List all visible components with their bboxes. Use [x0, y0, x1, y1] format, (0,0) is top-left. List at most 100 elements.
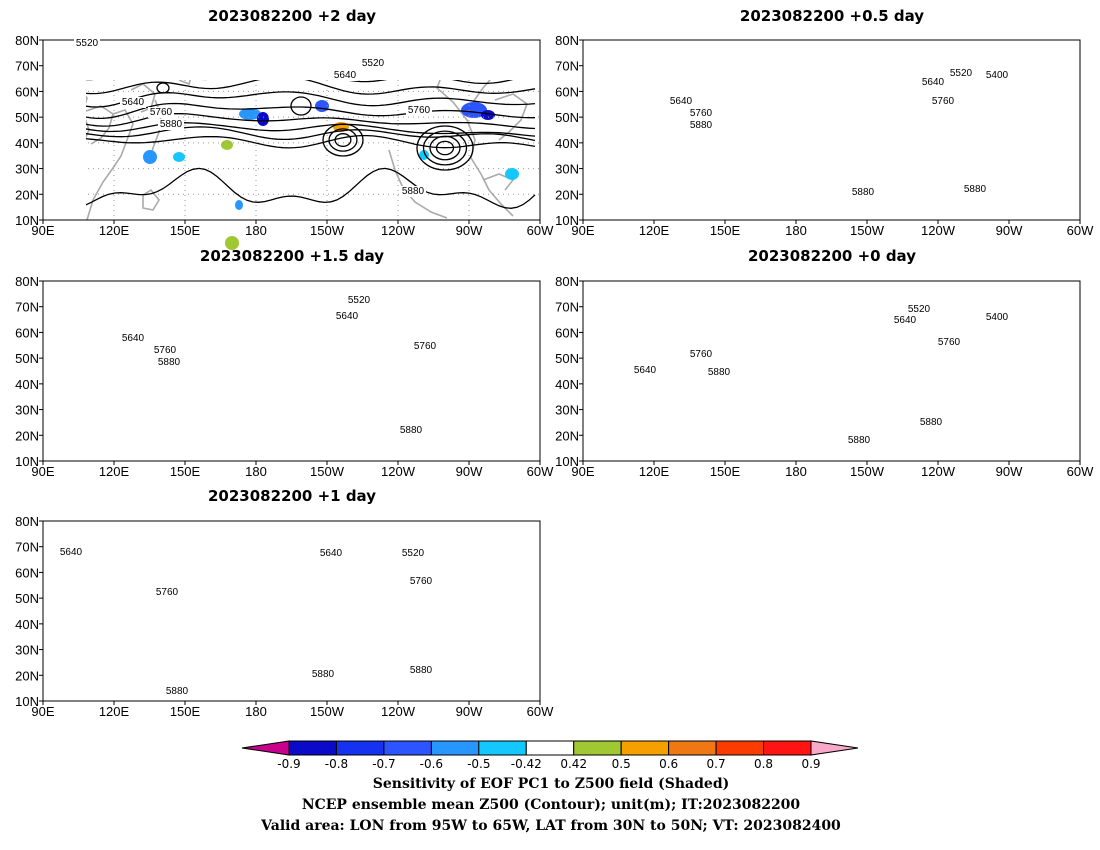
- closed-contour: [255, 529, 289, 540]
- coastline: [483, 415, 513, 431]
- contour-label: 5880: [690, 120, 713, 131]
- contour-label: 5880: [852, 187, 875, 198]
- colorbar-bin: [335, 740, 385, 756]
- lon-tick-label: 120W: [381, 223, 416, 238]
- z500-isoline: [86, 80, 536, 95]
- closed-contour: [407, 366, 435, 392]
- closed-contour: [429, 135, 461, 161]
- coastline: [583, 319, 629, 439]
- contour-label-bg: [120, 97, 146, 108]
- contour-label-bg: [936, 337, 962, 348]
- colorbar-bin: [383, 740, 432, 756]
- contour-label: 5640: [336, 311, 359, 322]
- sensitivity-blob: [103, 287, 153, 293]
- coastline: [143, 671, 159, 691]
- colorbar-tick-label: 0.7: [707, 757, 726, 771]
- lat-tick-label: 40N: [15, 617, 39, 632]
- closed-contour: [316, 46, 333, 51]
- lon-tick-label: 150E: [710, 223, 741, 238]
- contour-label-bg: [334, 311, 360, 322]
- contour-label-bg: [164, 686, 190, 697]
- sensitivity-blob: [157, 391, 169, 401]
- coastline: [86, 95, 90, 139]
- sensitivity-blob: [451, 595, 467, 605]
- contour-label-bg: [154, 587, 180, 598]
- contour-label-bg: [318, 548, 344, 559]
- z500-isoline: [583, 98, 1075, 125]
- z500-isoline: [43, 552, 535, 585]
- contour-labels: 5640 5640 5520 5760 5760 5880 5880 5880: [58, 547, 434, 697]
- contour-label: 5880: [848, 435, 871, 446]
- contour-label: 5880: [964, 184, 987, 195]
- contour-label: 5880: [158, 357, 181, 368]
- colorbar-tick-label: -0.7: [372, 757, 395, 771]
- sensitivity-shading: [143, 100, 519, 250]
- coastline: [813, 48, 873, 60]
- z500-isoline: [43, 409, 535, 451]
- lat-tick-label: 10N: [15, 454, 39, 469]
- lat-tick-label: 10N: [15, 213, 39, 228]
- coastline: [273, 529, 333, 541]
- sensitivity-blob: [1023, 74, 1039, 82]
- lon-tick-label: 120E: [639, 464, 670, 479]
- lon-tick-label: 90E: [571, 464, 594, 479]
- colorbar-bin: [763, 740, 812, 756]
- z500-isoline: [43, 591, 535, 633]
- sensitivity-shading: [135, 521, 515, 663]
- sensitivity-blob: [991, 158, 1001, 168]
- closed-contour: [270, 284, 318, 298]
- panel-title: 2023082200 +2 day: [208, 7, 376, 25]
- contour-label-bg: [688, 349, 714, 360]
- coastline: [43, 287, 273, 301]
- contour-label: 5760: [408, 105, 431, 116]
- contour-label-bg: [930, 96, 956, 107]
- colorbar-bin: [573, 740, 622, 756]
- contour-label-bg: [892, 315, 918, 326]
- colorbar-tick-label: 0.8: [754, 757, 773, 771]
- coastline: [178, 80, 191, 86]
- caption-line-3: Valid area: LON from 95W to 65W, LAT fro…: [260, 818, 841, 834]
- contour-label: 5640: [634, 365, 657, 376]
- map-area: [43, 521, 540, 701]
- z500-isoline: [583, 124, 1075, 146]
- coastline: [1013, 283, 1080, 291]
- lon-tick-label: 150E: [170, 223, 201, 238]
- closed-contour: [937, 355, 993, 403]
- coastline: [83, 347, 113, 385]
- contour-label: 5640: [122, 97, 145, 108]
- z500-isoline: [583, 344, 1075, 386]
- sensitivity-blob: [495, 407, 525, 427]
- contour-label-bg: [948, 68, 974, 79]
- contour-label-bg: [58, 547, 84, 558]
- z500-isoline: [43, 600, 535, 634]
- z500-isoline: [43, 561, 535, 598]
- closed-contour: [281, 287, 307, 294]
- lat-tick-label: 30N: [555, 403, 579, 418]
- lat-tick-label: 60N: [555, 325, 579, 340]
- lon-tick-label: 180: [245, 704, 267, 719]
- sensitivity-blob: [939, 48, 955, 56]
- lat-tick-label: 10N: [555, 213, 579, 228]
- lon-tick-label: 90E: [31, 464, 54, 479]
- map-frame: [42, 280, 541, 462]
- caption-line-1: Sensitivity of EOF PC1 to Z500 field (Sh…: [373, 776, 729, 792]
- closed-contour: [487, 563, 503, 575]
- lon-tick-label: 120E: [99, 223, 130, 238]
- contour-label: 5400: [986, 70, 1009, 81]
- sensitivity-blob: [461, 102, 487, 118]
- contour-label-bg: [152, 345, 178, 356]
- contour-label-bg: [346, 295, 372, 306]
- contour-label: 5760: [690, 108, 713, 119]
- contour-label: 5760: [414, 341, 437, 352]
- lon-tick-label: 90W: [996, 223, 1023, 238]
- z500-isoline: [43, 336, 535, 372]
- closed-contour: [877, 347, 897, 363]
- sensitivity-blob: [221, 140, 233, 150]
- closed-contour: [432, 614, 462, 640]
- contour-label-bg: [310, 669, 336, 680]
- lat-tick-label: 50N: [555, 351, 579, 366]
- contour-label: 5640: [922, 77, 945, 88]
- contour-label-bg: [918, 417, 944, 428]
